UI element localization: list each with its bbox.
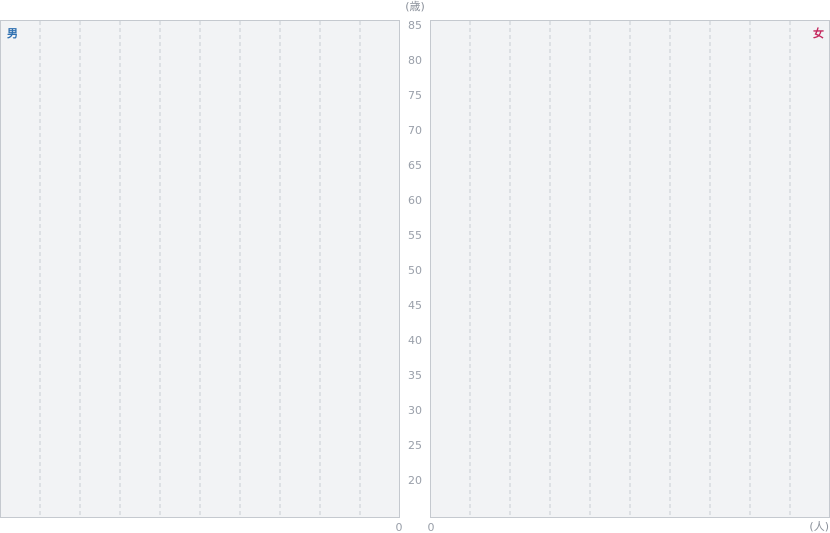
male-label: 男 <box>7 27 18 40</box>
female-gridlines <box>469 21 791 517</box>
age-tick-label: 50 <box>408 264 422 277</box>
age-tick-label: 30 <box>408 404 422 417</box>
male-x-tick-0: 0 <box>396 521 403 533</box>
male-gridlines <box>39 21 361 517</box>
female-label: 女 <box>813 26 824 40</box>
age-axis: 85 80 75 70 65 60 55 50 45 40 35 30 25 20 <box>408 19 422 487</box>
male-panel-group: 男 0 <box>0 20 403 533</box>
age-tick-label: 35 <box>408 369 422 382</box>
count-unit-label: (人) <box>809 520 829 533</box>
age-tick-label: 40 <box>408 334 422 347</box>
age-tick-label: 20 <box>408 474 422 487</box>
age-unit-label: (歳) <box>405 0 425 13</box>
age-tick-label: 45 <box>408 299 422 312</box>
age-tick-label: 70 <box>408 124 422 137</box>
age-tick-label: 25 <box>408 439 422 452</box>
age-tick-label: 55 <box>408 229 422 242</box>
age-tick-label: 60 <box>408 194 422 207</box>
age-tick-label: 65 <box>408 159 422 172</box>
age-tick-label: 80 <box>408 54 422 67</box>
age-tick-label: 75 <box>408 89 422 102</box>
age-tick-label: 85 <box>408 19 422 32</box>
female-panel-group: 女 0 <box>428 20 830 533</box>
female-x-tick-0: 0 <box>428 521 435 533</box>
